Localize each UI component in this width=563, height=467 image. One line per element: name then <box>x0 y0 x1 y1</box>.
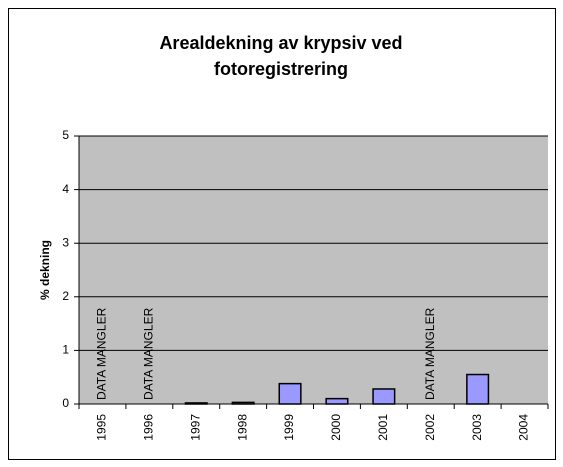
x-tick-label: 2004 <box>517 414 531 441</box>
bar <box>278 382 302 405</box>
bar <box>466 373 490 405</box>
chart-title: Arealdekning av krypsiv ved fotoregistre… <box>159 33 403 79</box>
x-tick-label: 1995 <box>95 414 109 441</box>
x-tick-label: 2001 <box>376 414 390 441</box>
y-tick-label: 0 <box>62 396 69 410</box>
y-tick-label: 4 <box>62 182 69 196</box>
x-tick-label: 2000 <box>329 414 343 441</box>
annotation: DATA MANGLER <box>142 307 156 400</box>
bar <box>372 388 396 405</box>
y-axis-label: % dekning <box>38 240 52 300</box>
x-tick-label: 2002 <box>423 414 437 441</box>
y-tick-label: 2 <box>62 289 69 303</box>
plot-area <box>79 136 548 404</box>
x-tick-label: 1998 <box>235 414 249 441</box>
x-tick-label: 1999 <box>282 414 296 441</box>
bar <box>325 397 349 405</box>
y-tick-label: 5 <box>62 128 69 142</box>
bar <box>184 402 208 405</box>
y-tick-label: 1 <box>62 343 69 357</box>
x-tick-label: 1997 <box>188 414 202 441</box>
y-tick-label: 3 <box>62 235 69 249</box>
x-tick-label: 1996 <box>142 414 156 441</box>
annotation: DATA MANGLER <box>95 307 109 400</box>
bar <box>231 401 255 405</box>
x-tick-label: 2003 <box>470 414 484 441</box>
annotation: DATA MANGLER <box>423 307 437 400</box>
